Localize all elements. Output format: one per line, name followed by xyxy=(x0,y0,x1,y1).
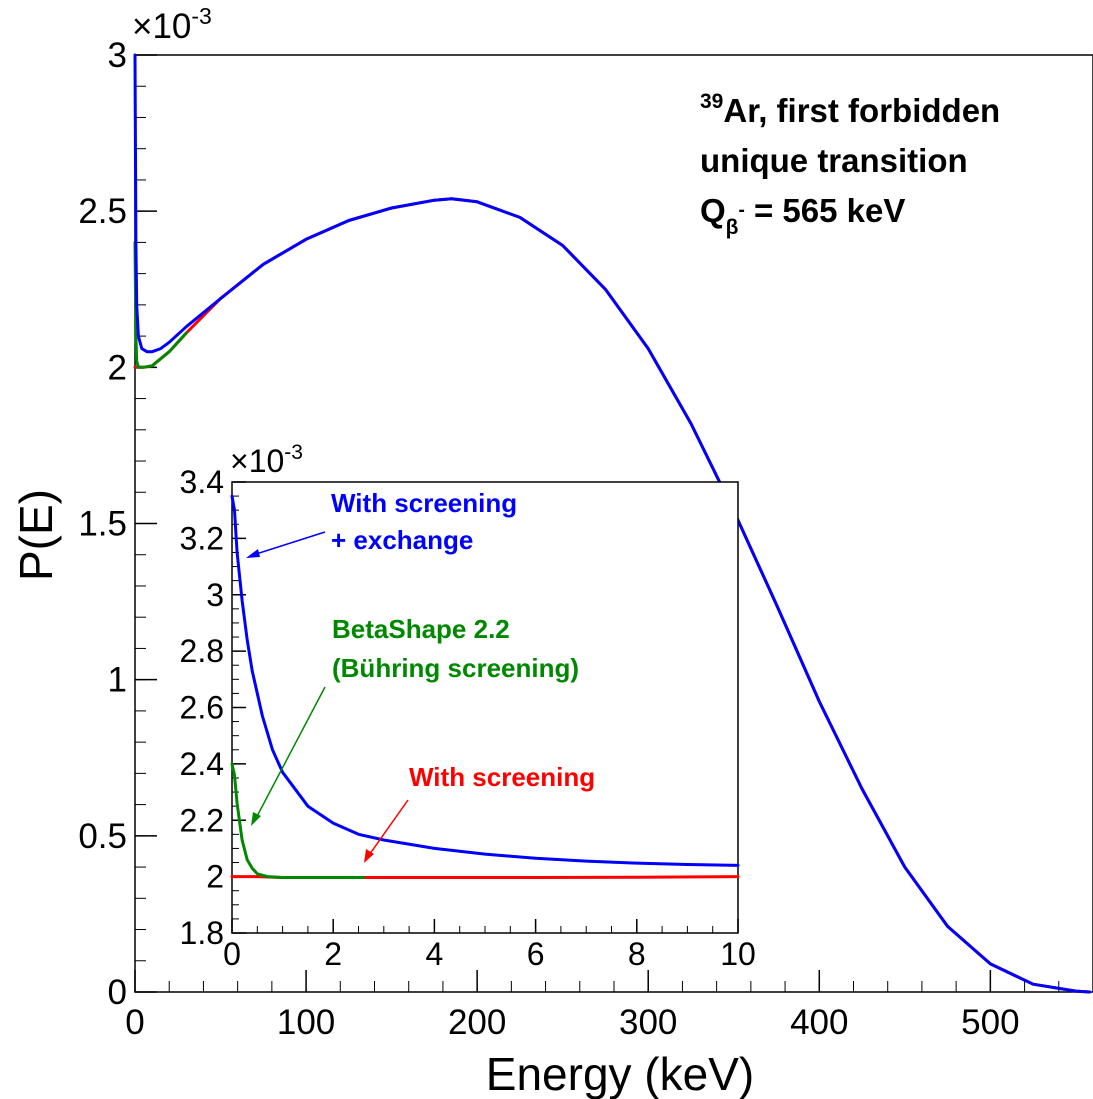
main-series-1 xyxy=(133,240,188,369)
arrow-screening xyxy=(366,799,409,859)
main-y-tick-label: 0.5 xyxy=(78,817,127,856)
inset-x-tick-label: 8 xyxy=(628,936,646,972)
inset-x-tick-label: 4 xyxy=(426,936,444,972)
main-x-tick-label: 500 xyxy=(961,1003,1019,1042)
label-screening: With screening xyxy=(364,762,595,863)
main-y-tick-label: 2.5 xyxy=(78,192,127,231)
inset-plot: 0 2 4 6 8 10 1.8 2 2.2 2.4 2.6 2.8 3 3.2 3.4 ×10-3 Wit… xyxy=(180,441,756,972)
svg-text:39Ar, first forbidden: 39Ar, first forbidden xyxy=(700,90,1000,129)
y-axis-title: P(E) xyxy=(10,489,62,581)
main-y-multiplier: ×10-3 xyxy=(132,3,212,46)
inset-y-tick-label: 2.6 xyxy=(180,690,224,726)
inset-y-tick-label: 3.2 xyxy=(180,520,224,556)
arrowhead-screening-exchange xyxy=(246,549,260,558)
main-y-tick-label: 3 xyxy=(108,36,127,75)
arrowhead-betashape xyxy=(251,812,261,826)
inset-x-tick-label: 10 xyxy=(720,936,756,972)
inset-y-tick-label: 3.4 xyxy=(180,464,224,500)
inset-y-tick-label: 1.8 xyxy=(180,915,224,951)
main-x-tick-label: 100 xyxy=(277,1003,335,1042)
series-label-line: (Bühring screening) xyxy=(332,653,579,683)
main-x-tick-label: 0 xyxy=(125,1003,144,1042)
inset-x-tick-label: 0 xyxy=(223,936,241,972)
series-label-line: + exchange xyxy=(331,525,473,555)
main-x-tick-label: 300 xyxy=(619,1003,677,1042)
main-y-tick-label: 1 xyxy=(108,661,127,700)
main-y-tick-label: 0 xyxy=(108,973,127,1012)
series-label-line: With screening xyxy=(331,488,517,518)
main-x-tick-label: 200 xyxy=(448,1003,506,1042)
svg-text:Qβ- = 565 keV: Qβ- = 565 keV xyxy=(700,192,905,239)
svg-text:unique transition: unique transition xyxy=(700,142,968,179)
inset-y-multiplier: ×10-3 xyxy=(230,441,303,479)
inset-y-tick-label: 3 xyxy=(206,577,224,613)
series-label-line: BetaShape 2.2 xyxy=(332,614,510,644)
main-x-tick-label: 400 xyxy=(790,1003,848,1042)
inset-y-tick-label: 2.2 xyxy=(180,802,224,838)
inset-x-tick-label: 2 xyxy=(324,936,342,972)
main-y-tick-label: 1.5 xyxy=(78,505,127,544)
main-series-2 xyxy=(133,53,1092,994)
inset-y-tick-label: 2.4 xyxy=(180,746,224,782)
inset-series-0 xyxy=(230,875,740,879)
x-axis-title: Energy (keV) xyxy=(486,1048,754,1099)
inset-background xyxy=(232,482,738,933)
inset-series-2 xyxy=(230,494,740,867)
inset-y-tick-label: 2 xyxy=(206,859,224,895)
decay-annotation: 39Ar, first forbidden unique transition … xyxy=(700,90,1000,239)
series-label-line: With screening xyxy=(409,762,595,792)
inset-series-1 xyxy=(230,762,366,879)
arrow-screening-exchange xyxy=(249,531,326,557)
label-betashape: BetaShape 2.2 (Bühring screening) xyxy=(251,614,579,826)
inset-y-tick-label: 2.8 xyxy=(180,633,224,669)
arrowhead-screening xyxy=(364,849,374,863)
inset-x-tick-label: 6 xyxy=(527,936,545,972)
arrow-betashape xyxy=(253,686,326,823)
main-y-tick-label: 2 xyxy=(108,348,127,387)
label-screening-exchange: With screening + exchange xyxy=(246,488,517,558)
